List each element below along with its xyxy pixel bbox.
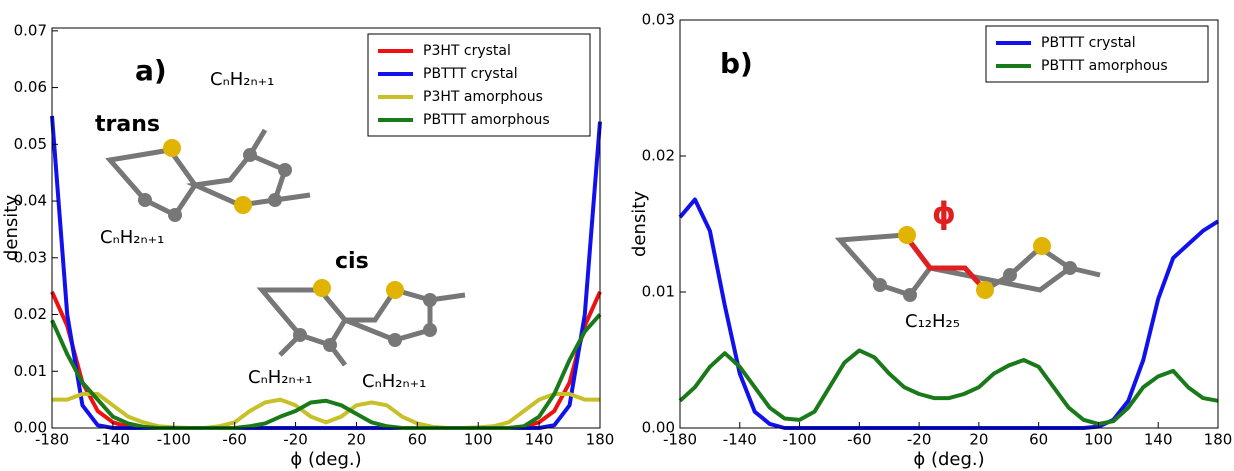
x-tick-label: -20 [907, 431, 932, 449]
x-tick-label: -60 [222, 431, 247, 449]
series-line [50, 291, 602, 430]
x-tick-label: -20 [283, 431, 308, 449]
x-tick-label: 60 [408, 431, 427, 449]
series-line [50, 313, 602, 430]
annotation: CₙH₂ₙ₊₁ [210, 69, 274, 90]
legend-label: PBTTT amorphous [423, 112, 550, 128]
y-axis-label: density [1, 195, 22, 261]
y-tick-label: 0.03 [14, 248, 47, 266]
annotation: ϕ [932, 197, 956, 232]
series-line [678, 348, 1219, 426]
y-tick-label: 0.02 [14, 305, 47, 323]
legend-label: P3HT amorphous [423, 89, 543, 105]
series-line [50, 115, 602, 430]
molecule-cis-atoms [293, 279, 437, 352]
x-tick-label: -60 [847, 431, 872, 449]
x-tick-label: -180 [35, 431, 69, 449]
x-axis-label: ϕ (deg.) [913, 449, 984, 470]
panel-label: a) [135, 54, 167, 87]
x-tick-label: 60 [1029, 431, 1048, 449]
y-tick-label: 0.03 [642, 11, 675, 29]
x-tick-label: -100 [157, 431, 191, 449]
y-tick-label: 0.05 [14, 135, 47, 153]
x-tick-label: -180 [663, 431, 697, 449]
plot-frame [51, 27, 601, 429]
y-tick-label: 0.04 [14, 192, 47, 210]
x-tick-label: 100 [464, 431, 493, 449]
y-tick-label: 0.06 [14, 78, 47, 96]
panel-label: b) [720, 47, 753, 80]
y-tick-label: 0.00 [14, 419, 47, 437]
x-tick-label: -100 [783, 431, 817, 449]
x-tick-label: -140 [96, 431, 130, 449]
legend-label: PBTTT crystal [1041, 35, 1136, 51]
x-tick-label: 180 [1204, 431, 1233, 449]
x-tick-label: 140 [1144, 431, 1173, 449]
x-tick-label: 20 [347, 431, 366, 449]
annotation: trans [95, 112, 160, 137]
y-tick-label: 0.07 [14, 21, 47, 39]
legend-box [985, 25, 1209, 83]
x-tick-label: 100 [1084, 431, 1113, 449]
x-axis-label: ϕ (deg.) [290, 449, 361, 470]
y-axis-label: density [629, 191, 650, 257]
x-tick-label: 140 [525, 431, 554, 449]
y-tick-label: 0.00 [642, 419, 675, 437]
legend-label: PBTTT crystal [423, 66, 518, 82]
y-tick-label: 0.01 [14, 362, 47, 380]
annotation: CₙH₂ₙ₊₁ [362, 371, 426, 392]
annotation: C₁₂H₂₅ [905, 311, 960, 332]
y-tick-label: 0.02 [642, 147, 675, 165]
legend-label: PBTTT amorphous [1041, 58, 1168, 74]
annotation: cis [335, 249, 369, 274]
annotation: CₙH₂ₙ₊₁ [248, 367, 312, 388]
legend-label: P3HT crystal [423, 43, 511, 59]
x-tick-label: 180 [586, 431, 615, 449]
molecule-pbttt-atoms [873, 226, 1077, 302]
series-line [52, 391, 600, 430]
plot-frame [679, 19, 1219, 429]
annotation: CₙH₂ₙ₊₁ [100, 227, 164, 248]
molecule-trans-atoms [138, 139, 292, 222]
x-tick-label: -140 [723, 431, 757, 449]
x-tick-label: 20 [969, 431, 988, 449]
y-tick-label: 0.01 [642, 283, 675, 301]
